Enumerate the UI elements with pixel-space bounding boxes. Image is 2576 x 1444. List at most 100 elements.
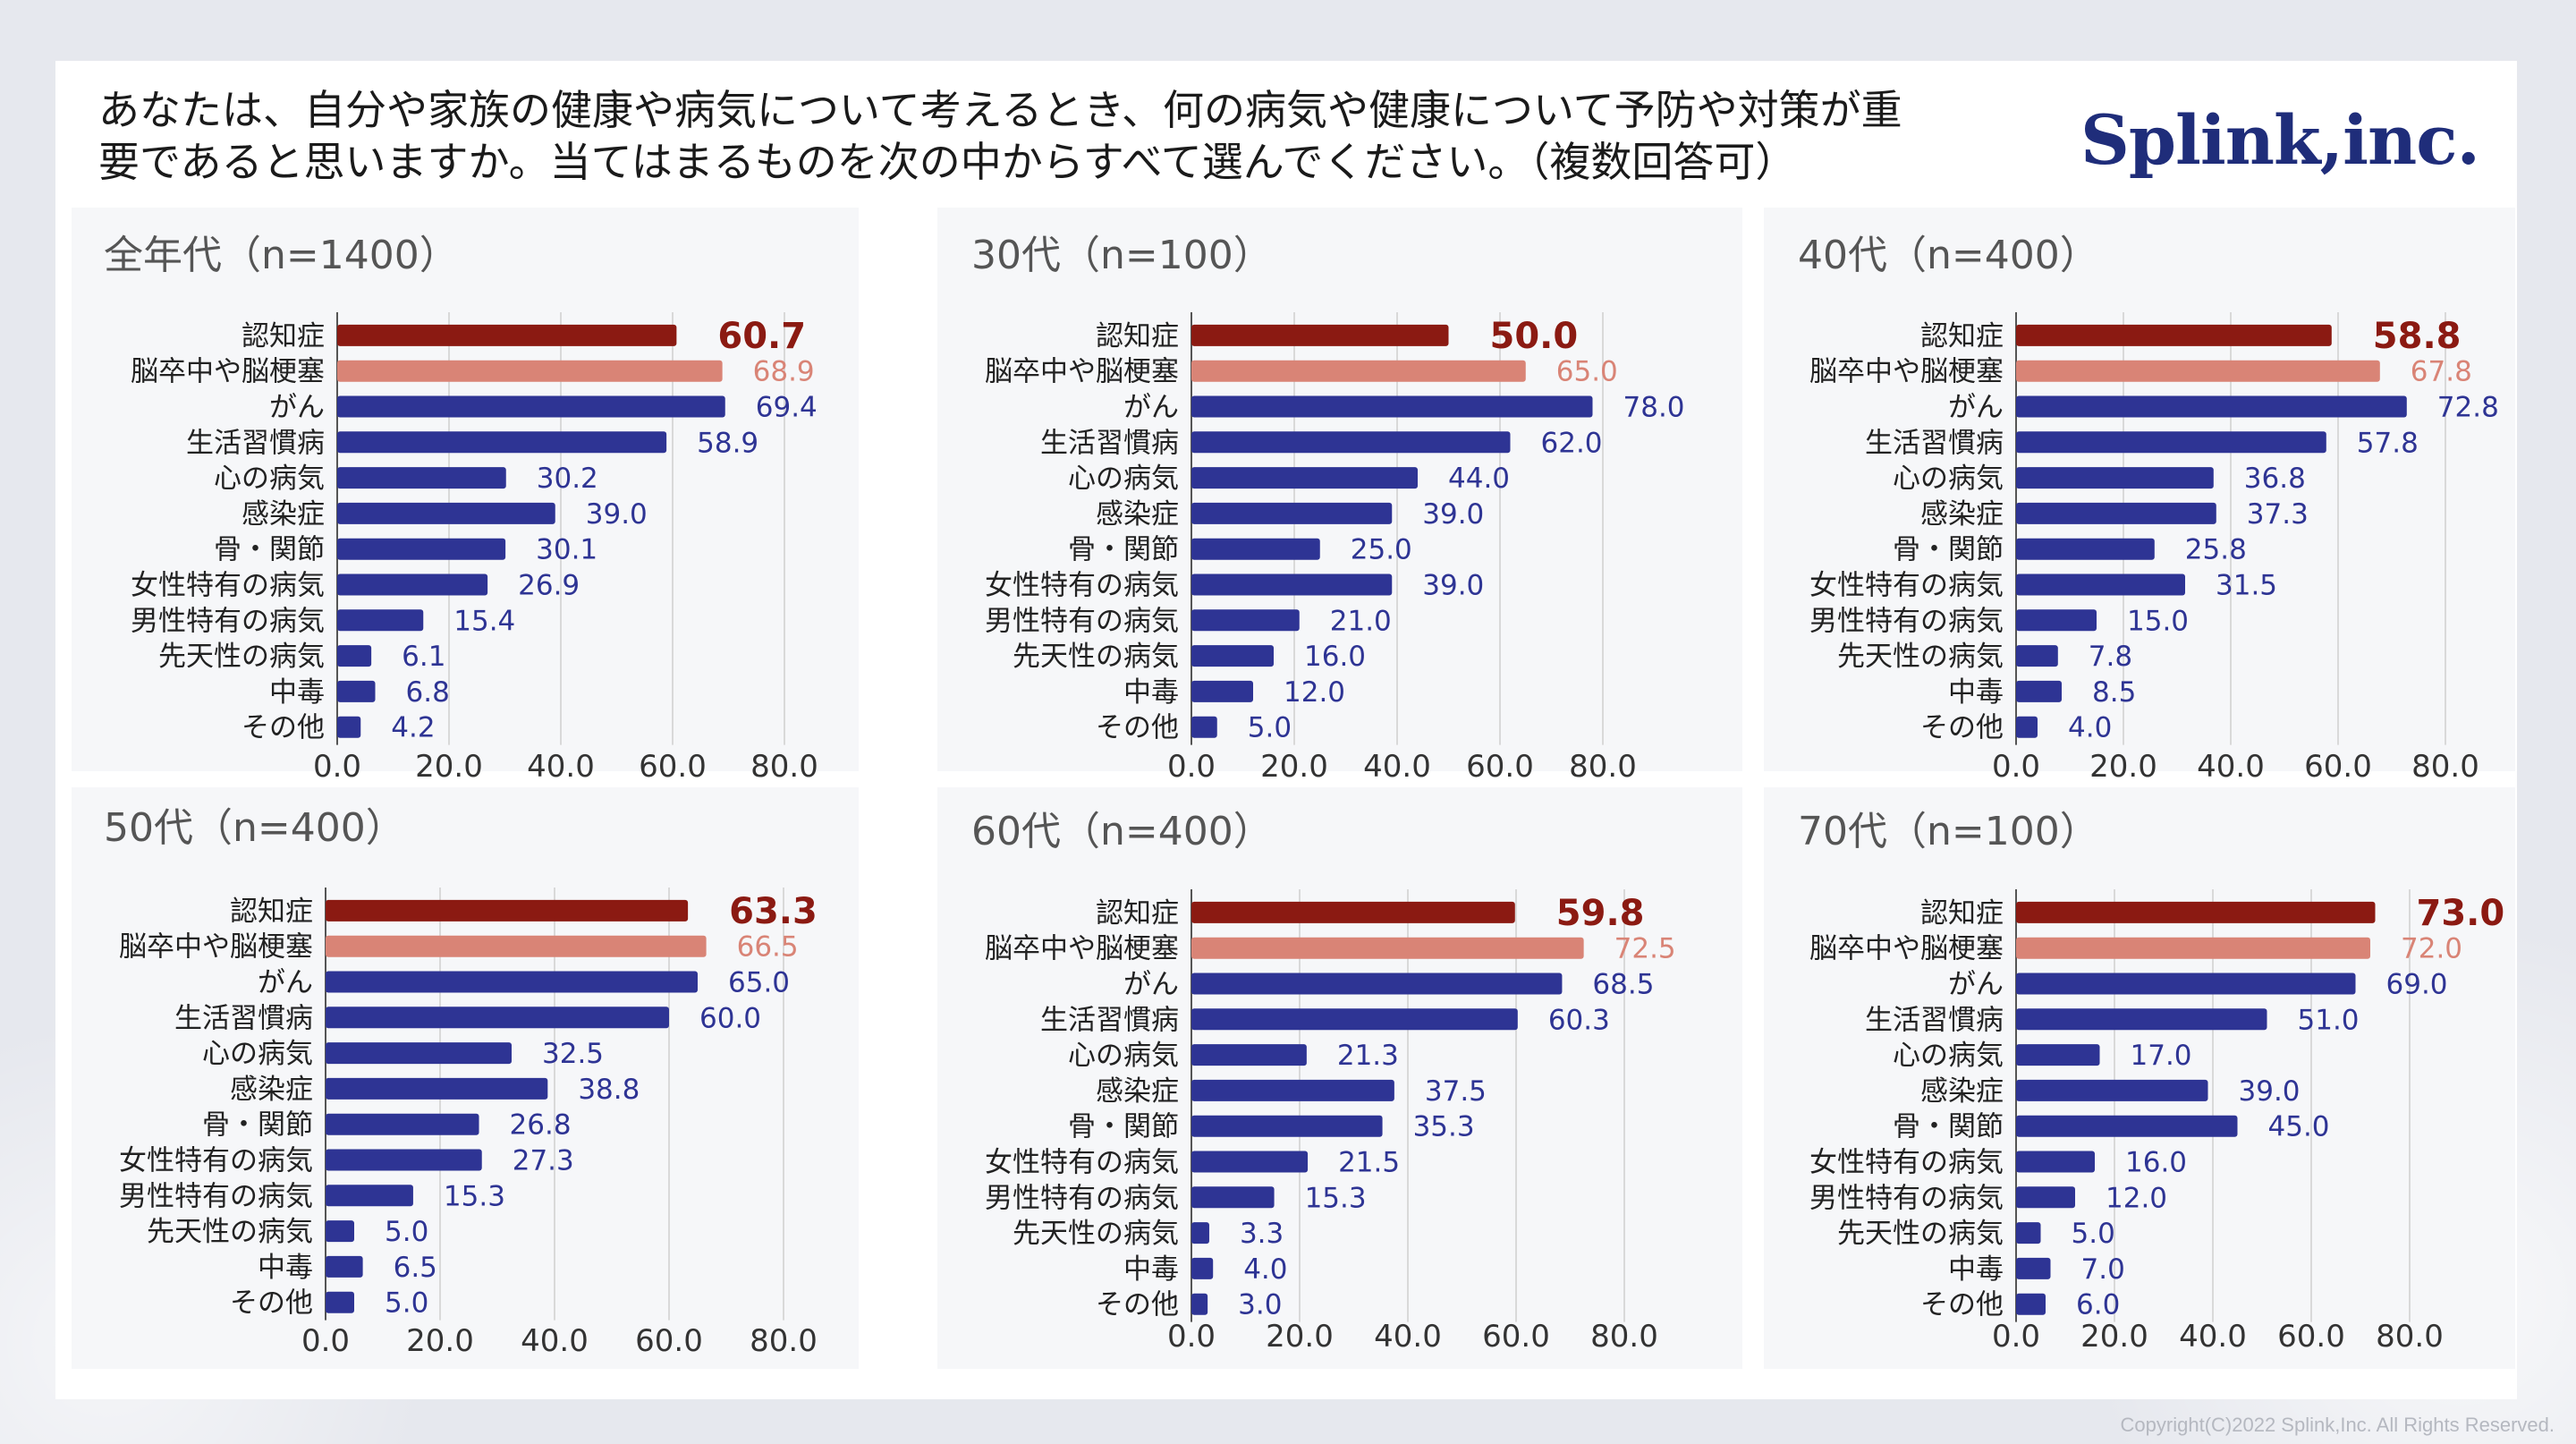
category-label: 中毒: [1948, 1253, 2004, 1286]
bar-value-label: 17.0: [2131, 1040, 2192, 1072]
bar-value: [1191, 1186, 1275, 1209]
bar-value-label: 12.0: [2106, 1182, 2167, 1214]
chart-panel-all-ages: [72, 208, 859, 771]
bar-value: [1191, 1293, 1208, 1315]
bar-value: [2016, 360, 2380, 382]
bar-value-label: 37.3: [2247, 498, 2309, 531]
bar-value: [1191, 609, 1300, 632]
copyright-footer: Copyright(C)2022 Splink,Inc. All Rights …: [2120, 1414, 2555, 1436]
category-label: 生活習慣病: [1040, 1004, 1179, 1036]
bar-value: [1191, 360, 1526, 382]
x-tick-label: 20.0: [2089, 749, 2157, 785]
bar-value-label: 7.8: [2089, 641, 2132, 673]
category-label: 先天性の病気: [147, 1216, 313, 1248]
x-tick-label: 60.0: [2304, 749, 2372, 785]
bar-value: [2016, 680, 2062, 702]
category-label: 生活習慣病: [1865, 1004, 2004, 1036]
category-label: 女性特有の病気: [1809, 570, 2004, 602]
x-tick-label: 0.0: [1167, 1319, 1216, 1355]
bar-value: [1191, 645, 1274, 667]
question-title: あなたは、自分や家族の健康や病気について考えるとき、何の病気や健康について予防や…: [98, 84, 2048, 188]
bar-value: [1191, 680, 1253, 702]
x-tick-label: 0.0: [301, 1323, 350, 1359]
bar-value-label: 68.5: [1592, 969, 1654, 1001]
x-tick-label: 80.0: [750, 749, 818, 785]
category-label: 男性特有の病気: [131, 605, 325, 637]
category-label: 認知症: [1920, 897, 2004, 930]
bar-value-label: 25.0: [1351, 534, 1412, 566]
bar-value-label: 57.8: [2357, 427, 2419, 459]
x-tick-label: 0.0: [1992, 749, 2040, 785]
bar-value-label: 35.3: [1413, 1111, 1475, 1143]
x-tick-label: 80.0: [2376, 1319, 2444, 1355]
category-label: 認知症: [1096, 897, 1179, 930]
bar-value-label: 4.0: [1243, 1253, 1287, 1286]
category-label: 感染症: [1920, 1075, 2004, 1108]
bar-value: [337, 502, 555, 524]
company-logo: Splink,inc.: [2080, 100, 2480, 180]
x-tick-label: 40.0: [1363, 749, 1431, 785]
category-label: 男性特有の病気: [985, 605, 1179, 637]
bar-value-label: 36.8: [2244, 463, 2306, 495]
bar-value-label: 60.7: [717, 316, 806, 357]
bar-value-label: 5.0: [2072, 1218, 2115, 1250]
bar-value: [1191, 538, 1320, 560]
x-tick-label: 40.0: [521, 1323, 589, 1359]
bar-value-label: 15.4: [453, 605, 515, 637]
category-label: 骨・関節: [1893, 534, 2004, 566]
x-tick-label: 60.0: [1482, 1319, 1550, 1355]
x-tick-label: 80.0: [2411, 749, 2479, 785]
bar-value-label: 4.2: [391, 712, 435, 744]
category-label: 脳卒中や脳梗塞: [131, 356, 325, 388]
bar-value: [337, 716, 361, 738]
chart-title: 70代（n=100）: [1798, 809, 2099, 854]
category-label: 中毒: [1948, 676, 2004, 709]
bar-value-label: 37.5: [1425, 1075, 1487, 1108]
bar-value: [337, 680, 376, 702]
category-label: 女性特有の病気: [1809, 1147, 2004, 1179]
bar-value-label: 44.0: [1448, 463, 1510, 495]
category-label: がん: [269, 392, 325, 424]
bar-value: [2016, 973, 2356, 995]
bar-value: [1191, 1151, 1309, 1173]
category-label: 心の病気: [1068, 463, 1179, 495]
category-label: 中毒: [258, 1252, 313, 1284]
bar-value-label: 6.8: [406, 676, 450, 709]
bar-value-label: 73.0: [2417, 893, 2505, 934]
chart-title: 40代（n=400）: [1798, 233, 2099, 278]
category-label: 中毒: [1123, 1253, 1179, 1286]
category-label: 男性特有の病気: [1809, 605, 2004, 637]
bar-value-label: 66.5: [737, 931, 799, 964]
bar-value-label: 72.8: [2437, 392, 2499, 424]
category-label: 感染症: [1096, 498, 1179, 531]
bar-value: [1191, 573, 1393, 596]
category-label: 心の病気: [1893, 1040, 2004, 1072]
chart-title: 50代（n=400）: [104, 805, 405, 851]
category-label: 女性特有の病気: [131, 570, 325, 602]
bar-value-label: 67.8: [2411, 356, 2472, 388]
bar-value: [2016, 645, 2058, 667]
bar-value-label: 30.1: [536, 534, 597, 566]
bar-value: [326, 971, 698, 993]
bar-value: [1191, 1257, 1214, 1279]
category-label: 生活習慣病: [1040, 427, 1179, 459]
bar-value: [337, 609, 424, 632]
bar-value: [1191, 1044, 1307, 1066]
x-tick-label: 0.0: [1167, 749, 1216, 785]
chart-title: 60代（n=400）: [971, 809, 1273, 854]
bar-value-label: 15.3: [1305, 1182, 1367, 1214]
bar-value-label: 69.0: [2386, 969, 2448, 1001]
category-label: 先天性の病気: [1013, 1218, 1179, 1250]
bar-value: [326, 1113, 479, 1135]
bar-value: [326, 1149, 482, 1171]
bar-value-label: 16.0: [2125, 1147, 2187, 1179]
bar-value-label: 65.0: [728, 967, 790, 999]
bar-value-label: 30.2: [537, 463, 598, 495]
category-label: 先天性の病気: [158, 641, 325, 673]
bar-value: [1191, 937, 1584, 959]
category-label: その他: [1920, 1289, 2004, 1321]
category-label: 生活習慣病: [1865, 427, 2004, 459]
category-label: 感染症: [230, 1074, 313, 1106]
chart-title: 全年代（n=1400）: [104, 233, 459, 278]
